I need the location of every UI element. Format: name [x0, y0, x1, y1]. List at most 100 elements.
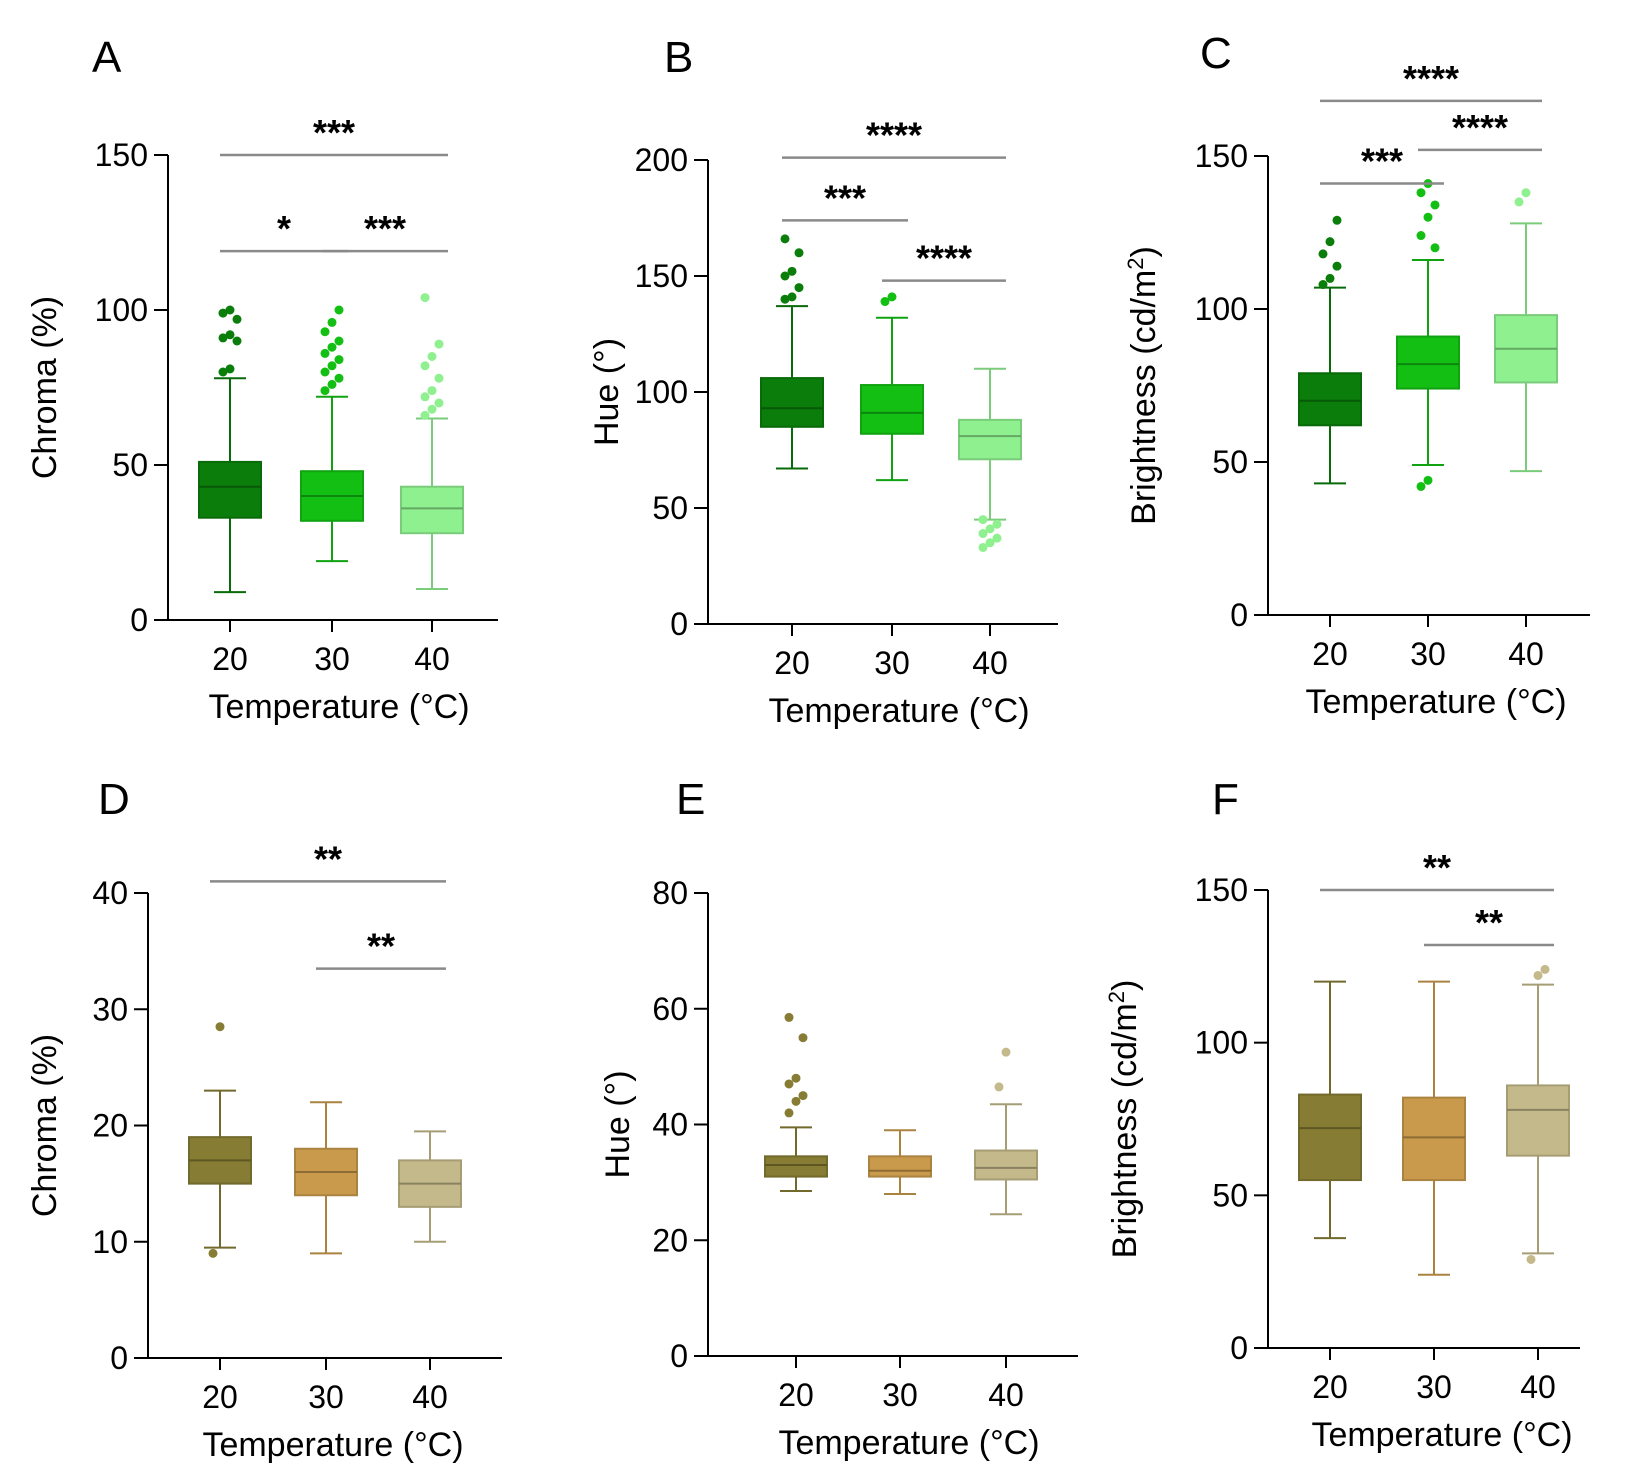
outlier-point	[791, 1096, 801, 1106]
box-30	[860, 292, 924, 482]
y-axis-title: Chroma (%)	[26, 1034, 64, 1217]
panel-letter: F	[1212, 775, 1239, 824]
box-iqr	[1396, 335, 1460, 390]
box-iqr	[860, 384, 924, 435]
x-axis-title: Temperature (°C)	[1311, 1416, 1572, 1454]
outlier-point	[780, 271, 790, 281]
y-tick-label: 30	[92, 991, 128, 1027]
panel-letter: B	[664, 33, 693, 82]
outlier-point	[787, 266, 797, 276]
significance-label: ***	[313, 112, 355, 153]
outlier-point	[215, 1022, 225, 1032]
outlier-point	[320, 327, 330, 337]
outlier-point	[1430, 200, 1440, 210]
outlier-point	[784, 1012, 794, 1022]
significance-label: **	[367, 926, 395, 967]
outlier-point	[978, 515, 988, 525]
outlier-point	[784, 1079, 794, 1089]
outlier-point	[1332, 215, 1342, 225]
outlier-point	[225, 330, 235, 340]
box-20	[764, 1012, 828, 1193]
outlier-point	[1332, 261, 1342, 271]
outlier-point	[334, 305, 344, 315]
y-tick-label: 150	[635, 258, 688, 294]
panel-letter: D	[98, 775, 130, 824]
outlier-point	[420, 392, 430, 402]
box-20	[188, 1022, 252, 1258]
outlier-point	[1521, 188, 1531, 198]
x-tick-label: 20	[1312, 636, 1348, 672]
significance-label: ****	[1403, 58, 1459, 99]
x-tick-label: 30	[314, 641, 350, 677]
outlier-point	[334, 355, 344, 365]
outlier-point	[794, 283, 804, 293]
significance-label: ***	[364, 208, 406, 249]
box-iqr	[1402, 1096, 1466, 1182]
box-40	[958, 367, 1022, 552]
outlier-point	[1540, 964, 1550, 974]
panel-d: D 0 10 20 30 40 20 30 40 Temperature (°C) Chroma (…	[26, 775, 502, 1464]
box-30	[1396, 179, 1460, 491]
box-iqr	[974, 1149, 1038, 1181]
outlier-point	[420, 293, 430, 303]
box-iqr	[1298, 1093, 1362, 1182]
x-tick-label: 20	[202, 1379, 238, 1415]
y-tick-label: 50	[112, 447, 148, 483]
y-axis-title: Chroma (%)	[26, 296, 64, 479]
outlier-point	[427, 352, 437, 361]
box-30	[300, 305, 364, 563]
outlier-point	[427, 404, 437, 414]
outlier-point	[978, 542, 988, 552]
outlier-point	[1526, 1254, 1536, 1264]
outlier-point	[434, 339, 444, 349]
y-tick-label: 50	[652, 490, 688, 526]
significance-label: **	[1423, 847, 1451, 888]
box-40	[398, 1130, 462, 1243]
box-20	[1298, 215, 1362, 485]
outlier-point	[434, 398, 444, 408]
outlier-point	[887, 292, 897, 302]
y-tick-label: 100	[1195, 291, 1248, 327]
panel-a: A 0 50 100 150 20 30 40 Temperature (°C) Chroma (…	[26, 33, 498, 726]
x-tick-label: 30	[874, 645, 910, 681]
y-axis-title-end: )	[1125, 246, 1163, 257]
outlier-point	[225, 364, 235, 374]
box-iqr	[760, 377, 824, 428]
outlier-point	[320, 348, 330, 358]
outlier-point	[218, 367, 228, 377]
outlier-point	[791, 1073, 801, 1083]
y-tick-label: 10	[92, 1224, 128, 1260]
box-20	[198, 305, 262, 594]
x-tick-label: 40	[1508, 636, 1544, 672]
outlier-point	[327, 379, 337, 389]
y-axis-title: Brightness (cd/m2)	[1104, 980, 1145, 1259]
panel-letter: C	[1200, 29, 1232, 78]
outlier-point	[1318, 249, 1328, 259]
x-tick-label: 40	[414, 641, 450, 677]
outlier-point	[225, 305, 235, 315]
outlier-point	[985, 524, 995, 534]
y-tick-label: 150	[95, 137, 148, 173]
outlier-point	[334, 336, 344, 346]
x-axis-title: Temperature (°C)	[208, 688, 469, 726]
y-tick-label: 200	[635, 142, 688, 178]
y-tick-label: 50	[1212, 1177, 1248, 1213]
y-axis-title-sup: 2	[1104, 991, 1129, 1003]
outlier-point	[434, 373, 444, 383]
x-tick-label: 40	[988, 1377, 1024, 1413]
outlier-point	[208, 1248, 218, 1258]
box-iqr	[1298, 372, 1362, 427]
y-tick-label: 0	[110, 1340, 128, 1376]
box-iqr	[400, 485, 464, 535]
outlier-point	[427, 386, 437, 396]
outlier-point	[218, 333, 228, 343]
outlier-point	[1318, 280, 1328, 290]
box-30	[868, 1129, 932, 1195]
outlier-point	[232, 336, 242, 346]
outlier-point	[992, 533, 1002, 543]
x-axis-title: Temperature (°C)	[768, 692, 1029, 730]
x-tick-label: 40	[972, 645, 1008, 681]
y-axis-title: Hue (°)	[599, 1070, 637, 1178]
box-20	[1298, 980, 1362, 1240]
y-tick-label: 60	[652, 991, 688, 1027]
